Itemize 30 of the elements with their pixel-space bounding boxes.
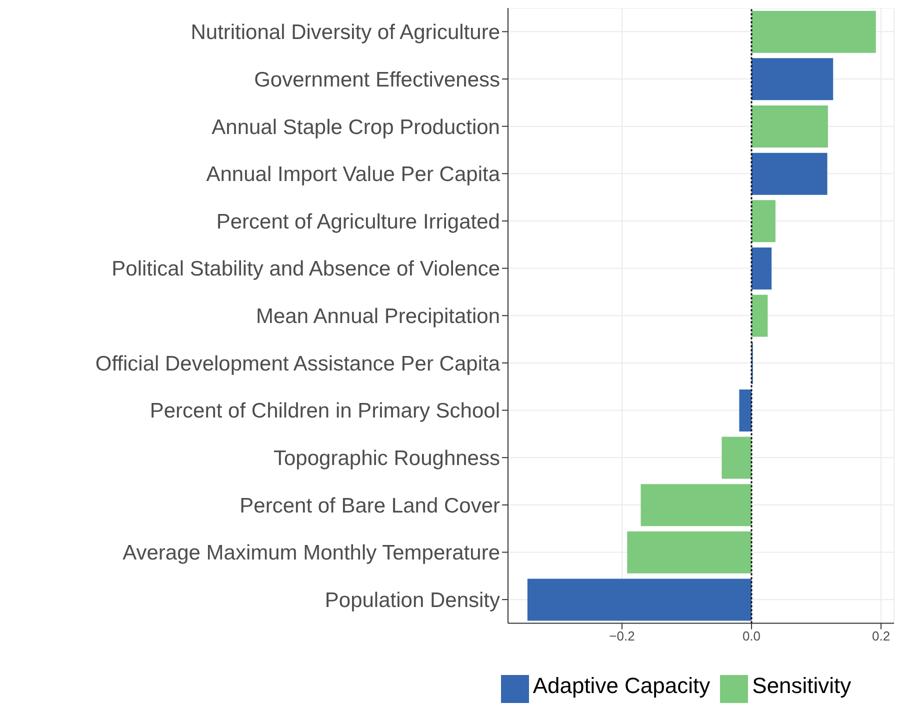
y-tick-label: Official Development Assistance Per Capita: [95, 352, 500, 376]
y-tick-label: Population Density: [324, 589, 500, 612]
bar: [752, 294, 768, 337]
y-tick-label: Percent of Agriculture Irrigated: [216, 210, 500, 234]
y-tick-label: Government Effectiveness: [254, 68, 500, 92]
y-tick-label: Percent of Bare Land Cover: [240, 494, 500, 518]
bar: [752, 200, 776, 242]
y-tick-label: Topographic Roughness: [274, 447, 500, 470]
y-tick-label: Nutritional Diversity of Agriculture: [190, 21, 500, 44]
x-tick-label: 0.0: [742, 628, 761, 644]
bar: [752, 105, 828, 148]
x-tick-label: 0.2: [872, 628, 890, 644]
y-tick-label: Average Maximum Monthly Temperature: [122, 542, 500, 565]
bar: [752, 152, 828, 195]
bar: [640, 484, 752, 526]
bar: [627, 531, 752, 574]
bar: [752, 10, 876, 53]
x-tick-label: −0.2: [609, 628, 635, 644]
legend-label: Sensitivity: [752, 673, 852, 698]
y-tick-label: Annual Staple Crop Production: [212, 116, 500, 139]
y-tick-label: Political Stability and Absence of Violence: [112, 258, 500, 281]
bar: [752, 247, 772, 290]
bar: [739, 389, 752, 432]
y-tick-label: Percent of Children in Primary School: [150, 400, 500, 423]
y-tick-label: Mean Annual Precipitation: [256, 305, 500, 328]
bar: [752, 58, 834, 100]
bar: [722, 436, 752, 479]
y-tick-label: Annual Import Value Per Capita: [206, 163, 500, 186]
bar: [527, 578, 752, 621]
legend-label: Adaptive Capacity: [532, 673, 710, 698]
